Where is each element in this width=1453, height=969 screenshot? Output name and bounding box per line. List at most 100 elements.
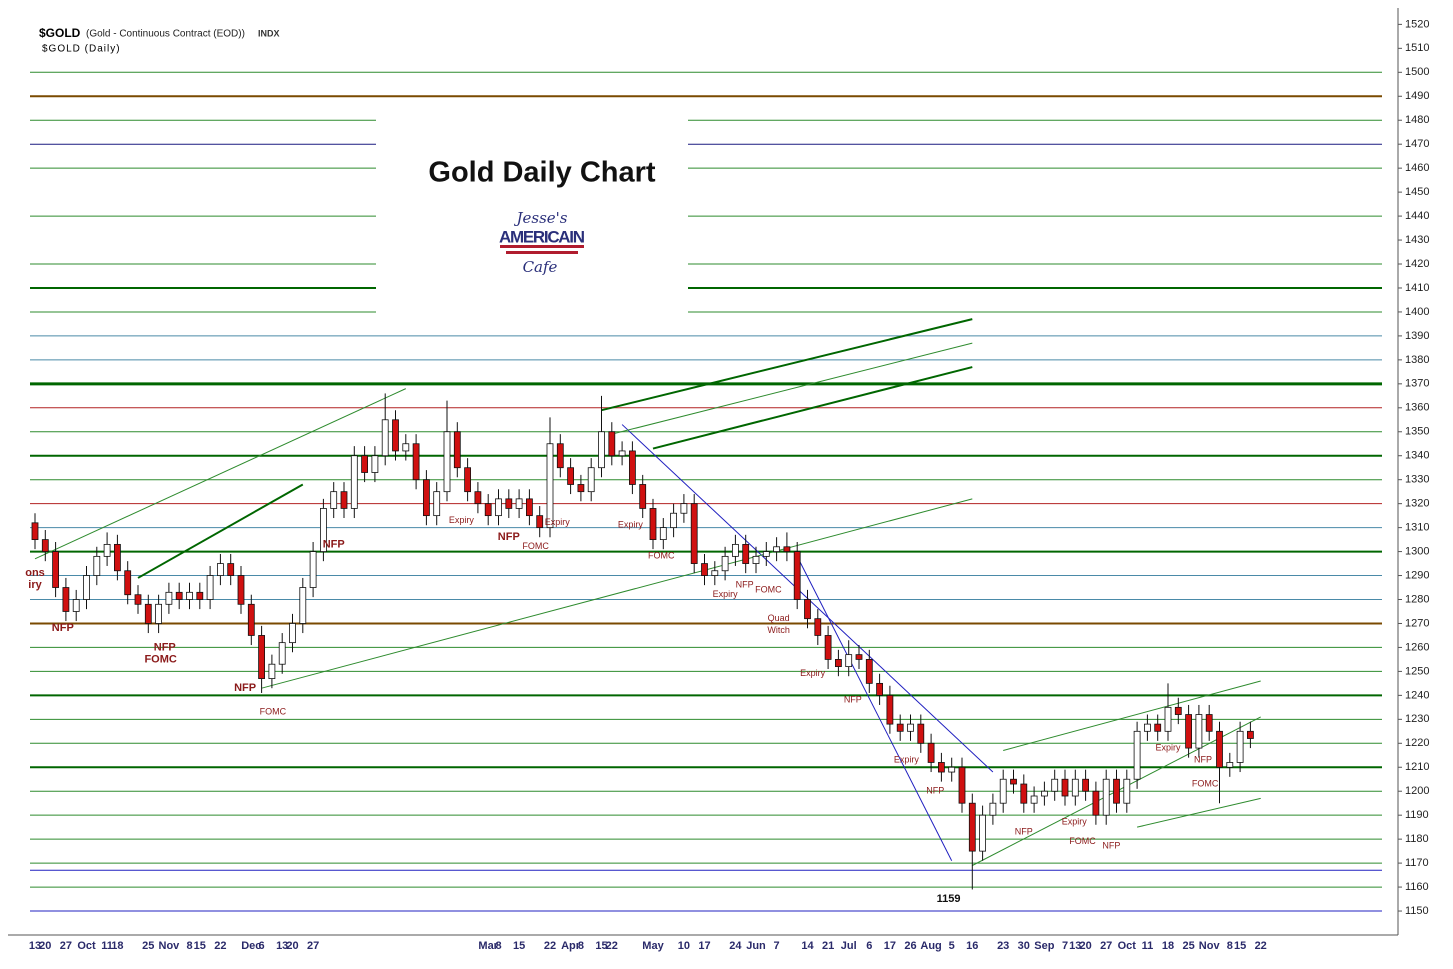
x-tick-label: 11 (101, 940, 113, 952)
candle-body (124, 570, 132, 596)
plot: onsiryNFPNFPFOMCNFPFOMCNFPExpiryNFPFOMCE… (25, 318, 1261, 905)
candle-body (649, 508, 657, 540)
x-tick-label: 23 (997, 940, 1009, 952)
candle-body (814, 618, 822, 636)
candle-body (155, 603, 163, 624)
x-tick-label: 18 (1162, 940, 1174, 952)
subtitle: $GOLD (Daily) (42, 44, 121, 55)
candle-body (1082, 778, 1089, 792)
logo-top: Jesse's (514, 209, 568, 227)
x-tick-label: 17 (698, 940, 710, 952)
price-lines (30, 71, 1382, 912)
candle-body (1071, 778, 1079, 797)
x-tick-label: 8 (495, 940, 501, 952)
candle-body (938, 762, 945, 773)
x-tick-label: Jul (841, 940, 857, 952)
y-tick-label: 1150 (1405, 905, 1429, 917)
candle-body (319, 508, 327, 552)
candle-body (526, 498, 533, 517)
candle-body (556, 443, 564, 469)
candle-body (1020, 783, 1028, 804)
candle-body (536, 515, 544, 529)
annotation: NFP (926, 786, 944, 796)
chart-title: Gold Daily Chart (428, 157, 656, 189)
annotation: NFP (498, 531, 520, 543)
candle-body (907, 723, 914, 732)
candle-body (247, 603, 255, 636)
candle-body (515, 498, 523, 509)
x-tick-label: 20 (39, 940, 51, 952)
candle-body (227, 563, 235, 576)
x-tick-label: Dec (241, 940, 261, 952)
candle-body (629, 450, 636, 485)
x-tick-label: Aug (920, 940, 941, 952)
annotation: iry (28, 579, 42, 591)
candle-body (845, 654, 853, 668)
y-tick-label: 1370 (1405, 378, 1429, 390)
candle-body (804, 599, 811, 620)
candle-body (392, 419, 399, 452)
y-tick-label: 1300 (1405, 545, 1429, 557)
y-tick-label: 1270 (1405, 617, 1429, 629)
y-tick-label: 1210 (1405, 761, 1429, 773)
candle-body (1144, 723, 1151, 732)
x-tick-label: 13 (29, 940, 41, 952)
candle-body (371, 455, 379, 473)
x-tick-label: 8 (186, 940, 192, 952)
candle-body (216, 563, 224, 576)
trendline (1136, 797, 1261, 828)
y-tick-label: 1220 (1405, 737, 1429, 749)
trendline (34, 388, 407, 560)
x-tick-label: 10 (678, 940, 690, 952)
x-tick-label: 16 (966, 940, 978, 952)
annotation: Expiry (713, 589, 739, 599)
annotation: NFP (1194, 754, 1212, 764)
x-tick-label: 15 (513, 940, 525, 952)
candle-body (186, 591, 193, 600)
annotation: NFP (323, 538, 345, 550)
candle-body (83, 575, 90, 600)
y-tick-label: 1400 (1405, 306, 1429, 318)
candle-body (206, 575, 214, 600)
candle-body (886, 694, 894, 725)
candle-body (278, 642, 286, 665)
candle-body (433, 491, 441, 517)
candle-body (1051, 778, 1059, 792)
annotation: NFP (154, 641, 176, 653)
logo: Jesse's AMERICAIN Cafe (499, 209, 585, 276)
y-tick-label: 1310 (1405, 522, 1429, 534)
annotation: FOMC (1192, 778, 1219, 788)
candle-body (289, 623, 296, 644)
title-panel (376, 104, 688, 318)
candle-body (1123, 778, 1131, 804)
candle-body (62, 587, 70, 612)
y-tick-label: 1480 (1405, 114, 1429, 126)
x-tick-label: Apr (561, 940, 581, 952)
y-tick-label: 1240 (1405, 689, 1429, 701)
candle-body (484, 503, 492, 517)
candle-body (670, 512, 677, 529)
candle-body (1041, 790, 1048, 797)
candle-body (31, 522, 39, 540)
y-tick-label: 1350 (1405, 426, 1429, 438)
trendline (652, 366, 973, 450)
candle-body (134, 594, 142, 605)
candle-body (742, 543, 750, 564)
x-tick-label: Nov (1199, 940, 1221, 952)
annotation: NFP (52, 622, 74, 634)
x-tick-label: 25 (1182, 940, 1194, 952)
candle-body (773, 546, 780, 552)
x-tick-label: 18 (111, 940, 123, 952)
annotation: Expiry (618, 520, 644, 530)
description: (Gold - Continuous Contract (EOD)) (86, 29, 245, 40)
x-tick-label: 22 (214, 940, 226, 952)
x-tick-label: 14 (801, 940, 814, 952)
candle-body (835, 659, 842, 668)
candle-body (464, 467, 472, 493)
candle-body (52, 551, 59, 588)
y-tick-label: 1330 (1405, 474, 1429, 486)
trendline (137, 483, 304, 579)
candle-body (1247, 730, 1254, 739)
trendline (601, 318, 973, 412)
candle-body (175, 591, 183, 600)
